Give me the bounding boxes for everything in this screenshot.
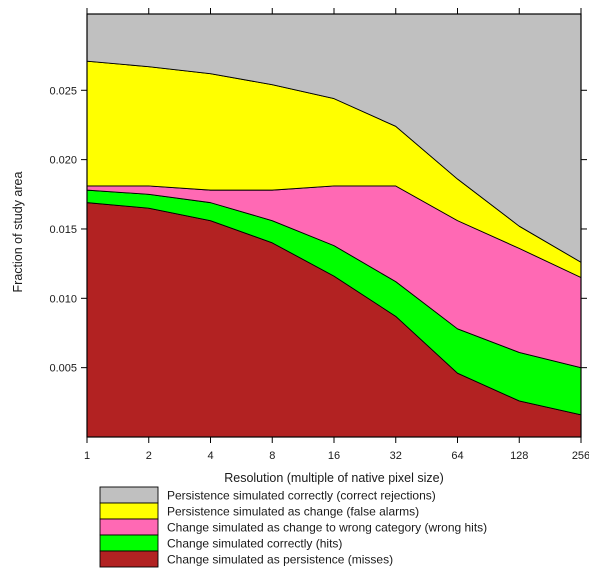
y-tick-label: 0.015 (49, 224, 77, 236)
legend-swatch-change-simulated-as-change-to-wrong-category-wrong-hits (99, 518, 159, 536)
x-tick-label: 2 (146, 450, 152, 462)
legend-label: Change simulated correctly (hits) (167, 537, 342, 551)
plot-areas (86, 13, 582, 438)
legend-swatch-change-simulated-correctly-hits (99, 534, 159, 552)
legend-label: Change simulated as change to wrong cate… (167, 521, 487, 535)
legend-swatch-persistence-simulated-correctly-correct-rejections (99, 486, 159, 504)
legend-label: Change simulated as persistence (misses) (167, 553, 393, 567)
legend-label: Persistence simulated correctly (correct… (167, 489, 436, 503)
x-tick-label: 64 (451, 450, 463, 462)
legend-swatch-change-simulated-as-persistence-misses (99, 550, 159, 568)
x-tick-label: 4 (207, 450, 213, 462)
x-tick-label: 16 (328, 450, 340, 462)
y-axis-label: Fraction of study area (11, 172, 25, 293)
legend-label: Persistence simulated as change (false a… (167, 505, 419, 519)
x-axis: 1 2 4 8 16 32 64 128 256 (84, 8, 589, 462)
y-axis: 0.005 0.010 0.015 0.020 0.025 (49, 85, 587, 375)
y-tick-label: 0.020 (49, 155, 77, 167)
y-tick-label: 0.005 (49, 363, 77, 375)
y-tick-label: 0.025 (49, 85, 77, 97)
x-axis-label: Resolution (multiple of native pixel siz… (224, 471, 444, 485)
x-tick-label: 8 (269, 450, 275, 462)
x-tick-label: 256 (572, 450, 589, 462)
legend: Persistence simulated correctly (correct… (99, 486, 487, 568)
x-tick-label: 32 (390, 450, 402, 462)
x-tick-label: 128 (510, 450, 528, 462)
x-tick-label: 1 (84, 450, 90, 462)
legend-swatch-persistence-simulated-as-change-false-alarms (99, 502, 159, 520)
y-tick-label: 0.010 (49, 293, 77, 305)
